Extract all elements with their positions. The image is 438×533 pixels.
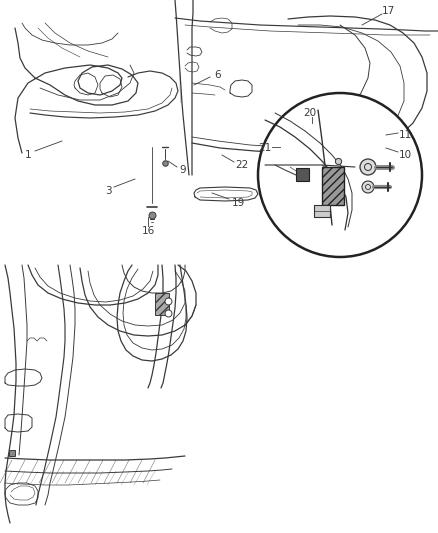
Text: 10: 10 <box>399 150 412 160</box>
Text: 3: 3 <box>105 186 111 196</box>
Text: 11: 11 <box>399 130 412 140</box>
Text: 20: 20 <box>304 108 317 118</box>
Text: 21: 21 <box>258 143 272 153</box>
Circle shape <box>362 181 374 193</box>
Text: 16: 16 <box>141 226 155 236</box>
Circle shape <box>258 93 422 257</box>
Text: 9: 9 <box>180 165 186 175</box>
Bar <box>322 167 344 205</box>
Text: 22: 22 <box>235 160 249 170</box>
Bar <box>296 168 309 181</box>
Text: 1: 1 <box>25 150 31 160</box>
Bar <box>314 205 330 217</box>
Text: 19: 19 <box>231 198 245 208</box>
Bar <box>155 293 169 315</box>
Text: 6: 6 <box>215 70 221 80</box>
Circle shape <box>360 159 376 175</box>
Text: 17: 17 <box>381 6 395 16</box>
